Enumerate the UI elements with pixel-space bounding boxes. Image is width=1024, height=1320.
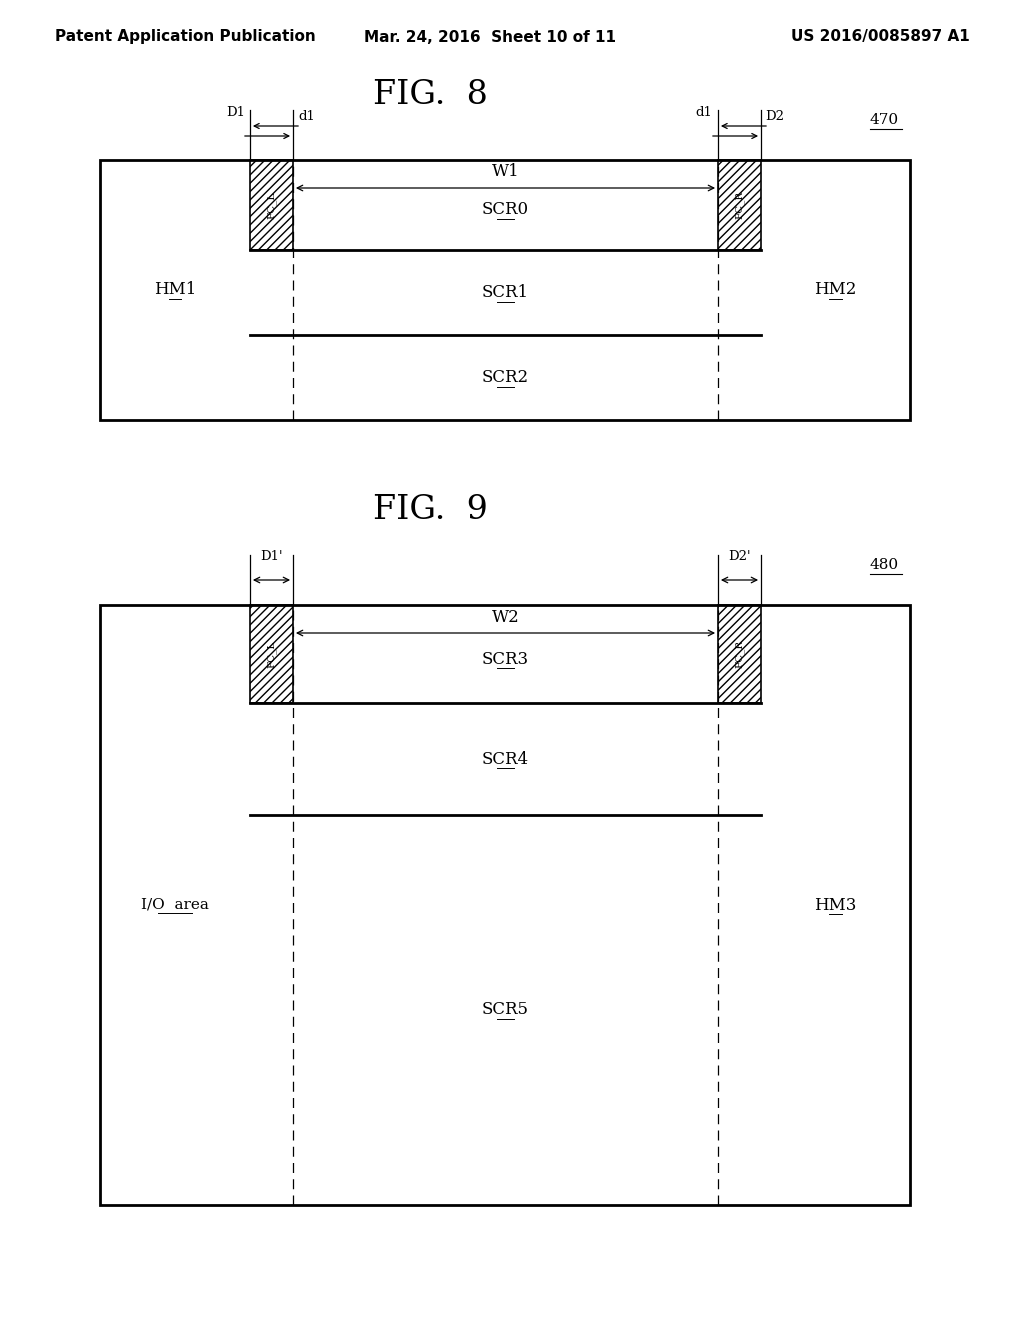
Text: FC_R: FC_R [734, 191, 744, 219]
Text: D1: D1 [226, 106, 246, 119]
Text: FC_R: FC_R [734, 640, 744, 668]
Text: FIG.  8: FIG. 8 [373, 79, 487, 111]
Text: Patent Application Publication: Patent Application Publication [55, 29, 315, 45]
Text: HM2: HM2 [814, 281, 857, 298]
Text: D1': D1' [260, 550, 283, 564]
Text: FC_L: FC_L [266, 191, 276, 219]
Text: d1: d1 [299, 111, 315, 124]
Text: HM1: HM1 [154, 281, 197, 298]
Text: SCR3: SCR3 [482, 651, 529, 668]
Bar [718, 160, 761, 249]
Text: I/O  area: I/O area [141, 898, 209, 912]
Text: SCR0: SCR0 [482, 202, 529, 219]
Text: 480: 480 [870, 558, 899, 572]
Text: W1: W1 [492, 164, 519, 181]
Bar [100, 605, 910, 1205]
Text: W2: W2 [492, 609, 519, 626]
Text: 470: 470 [870, 114, 899, 127]
Bar [250, 160, 293, 249]
Text: SCR5: SCR5 [482, 1002, 529, 1019]
Text: D2: D2 [766, 111, 784, 124]
Bar [100, 160, 910, 420]
Text: SCR4: SCR4 [482, 751, 529, 767]
Text: FIG.  9: FIG. 9 [373, 494, 487, 525]
Text: HM3: HM3 [814, 896, 857, 913]
Bar [250, 605, 293, 704]
Bar [718, 605, 761, 704]
Text: US 2016/0085897 A1: US 2016/0085897 A1 [792, 29, 970, 45]
Text: Mar. 24, 2016  Sheet 10 of 11: Mar. 24, 2016 Sheet 10 of 11 [364, 29, 616, 45]
Text: FC_L: FC_L [266, 640, 276, 668]
Text: SCR2: SCR2 [482, 370, 529, 385]
Text: SCR1: SCR1 [482, 284, 529, 301]
Text: D2': D2' [728, 550, 751, 564]
Text: d1: d1 [695, 106, 713, 119]
